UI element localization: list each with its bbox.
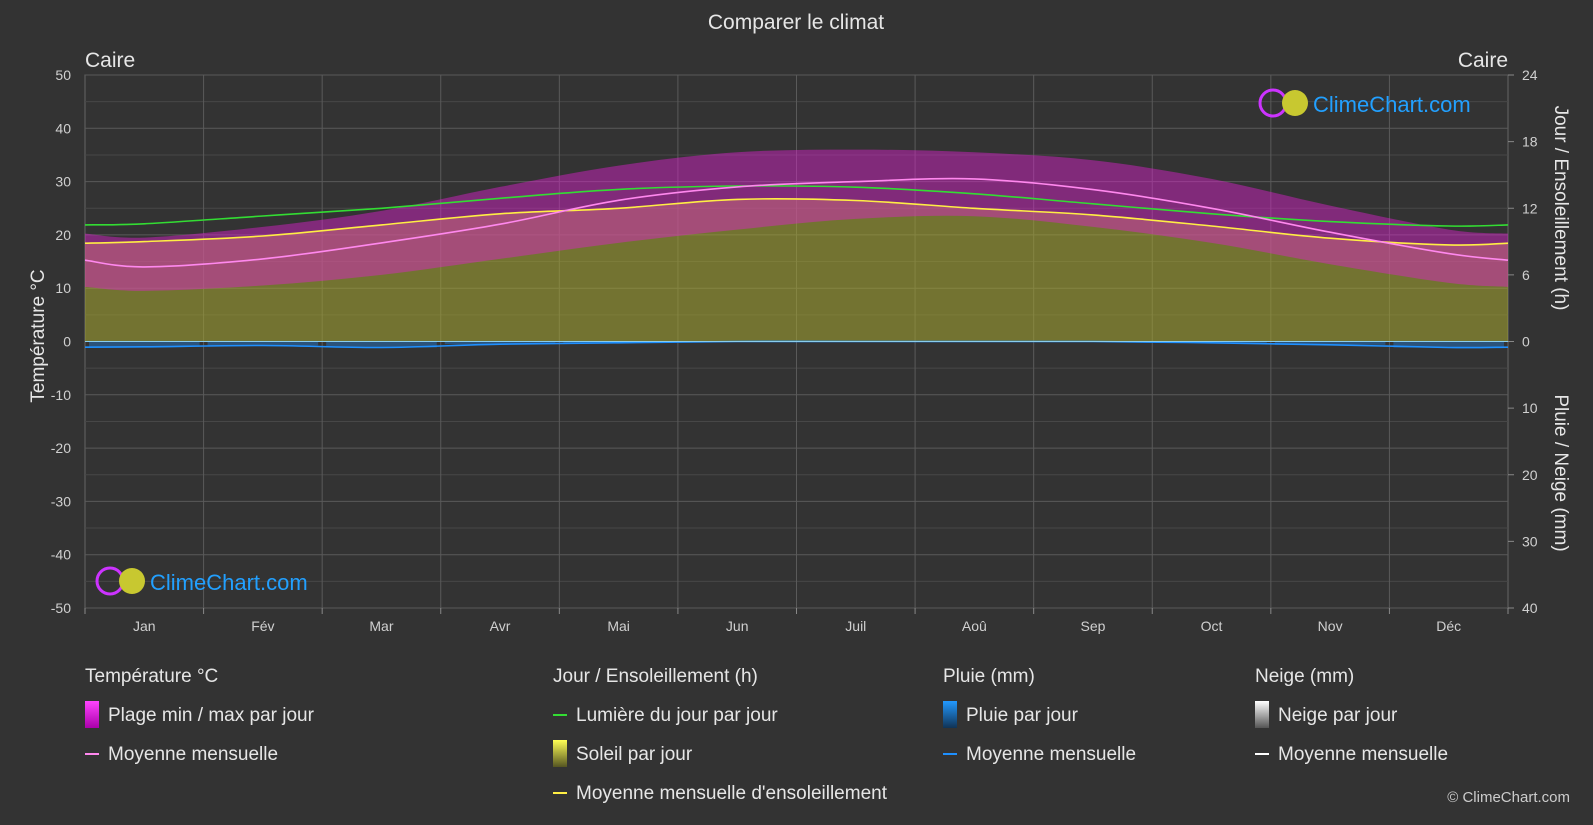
legend-temp-range-swatch (85, 701, 99, 728)
chart-title: Comparer le climat (708, 11, 884, 34)
y-left-tick-label: 10 (55, 280, 71, 296)
x-tick-label: Déc (1436, 618, 1461, 634)
y-right-top-tick-label: 6 (1522, 267, 1530, 283)
logo-text: ClimeChart.com (150, 570, 308, 595)
y-left-tick-label: -10 (51, 387, 71, 403)
y-right-bottom-axis-label: Pluie / Neige (mm) (1550, 394, 1571, 551)
y-right-bottom-tick-label: 30 (1522, 533, 1538, 549)
daylight-line (84, 185, 1509, 227)
x-tick-label: Mai (607, 618, 630, 634)
logo-sun-icon (119, 568, 145, 594)
legend-sunshine-label: Soleil par jour (576, 744, 693, 765)
legend-temperature-heading: Température °C (85, 666, 218, 687)
legend-temp-range-label: Plage min / max par jour (108, 705, 315, 726)
rain-bar (89, 341, 200, 347)
x-tick-label: Mar (369, 618, 393, 634)
x-tick-label: Juil (845, 618, 866, 634)
logo-sun-icon (1282, 90, 1308, 116)
legend: Température °C Plage min / max par jour … (85, 666, 1448, 804)
legend-rain-mean-label: Moyenne mensuelle (966, 744, 1136, 765)
y-left-tick-label: 40 (55, 120, 71, 136)
legend-daylight-label: Lumière du jour par jour (576, 705, 778, 726)
logo-bottom-left[interactable]: ClimeChart.com (95, 566, 308, 596)
rain-bar (326, 341, 437, 348)
x-tick-label: Fév (251, 618, 274, 634)
legend-temp-mean-label: Moyenne mensuelle (108, 744, 278, 765)
temperature-mean-line (84, 177, 1509, 268)
rain-bar (1393, 341, 1504, 348)
location-right: Caire (1458, 49, 1508, 72)
series-lines (84, 177, 1509, 349)
y-right-top-tick-label: 18 (1522, 134, 1538, 150)
y-right-top-tick-label: 12 (1522, 200, 1538, 216)
legend-sunshine-swatch (553, 740, 567, 767)
temperature-range (85, 149, 1508, 291)
y-left-tick-label: -30 (51, 493, 71, 509)
legend-snow-label: Neige par jour (1278, 705, 1398, 726)
x-tick-label: Jan (133, 618, 156, 634)
sunshine-mean-line (84, 197, 1509, 246)
rain-bar (207, 341, 319, 346)
legend-snow-mean-label: Moyenne mensuelle (1278, 744, 1448, 765)
y-left-tick-label: 50 (55, 67, 71, 83)
x-tick-label: Sep (1080, 618, 1105, 634)
rain-bar (1274, 341, 1386, 345)
copyright[interactable]: © ClimeChart.com (1447, 789, 1570, 806)
legend-daylight-heading: Jour / Ensoleillement (h) (553, 666, 758, 687)
y-left-tick-label: 0 (63, 334, 71, 350)
legend-snow-heading: Neige (mm) (1255, 666, 1354, 687)
y-right-bottom-tick-label: 10 (1522, 400, 1538, 416)
axis-ticks: 50 40 30 20 10 0 -10 -20 -30 -40 -50 24 18 12 6 0 10 20 30… (51, 67, 1538, 634)
legend-sunshine-mean-label: Moyenne mensuelle d'ensoleillement (576, 783, 888, 804)
legend-rain-label: Pluie par jour (966, 705, 1079, 726)
logo-text: ClimeChart.com (1313, 92, 1471, 117)
x-tick-label: Jun (726, 618, 749, 634)
legend-rain-heading: Pluie (mm) (943, 666, 1035, 687)
location-left: Caire (85, 49, 135, 72)
temperature-range-band (85, 149, 1508, 291)
y-right-bottom-tick-label: 20 (1522, 467, 1538, 483)
y-left-tick-label: 20 (55, 227, 71, 243)
y-right-top-tick-label: 0 (1522, 334, 1530, 350)
logo-top-right[interactable]: ClimeChart.com (1258, 88, 1471, 118)
x-tick-label: Aoû (962, 618, 987, 634)
y-left-tick-label: 30 (55, 174, 71, 190)
rain-bar (444, 341, 556, 345)
y-left-axis-label: Température °C (28, 269, 49, 402)
legend-snow-swatch (1255, 701, 1269, 728)
y-left-tick-label: -20 (51, 440, 71, 456)
y-right-top-axis-label: Jour / Ensoleillement (h) (1550, 106, 1571, 311)
y-left-tick-label: -40 (51, 547, 71, 563)
y-right-top-tick-label: 24 (1522, 67, 1538, 83)
x-tick-label: Nov (1318, 618, 1343, 634)
y-right-bottom-tick-label: 40 (1522, 600, 1538, 616)
legend-rain-swatch (943, 701, 957, 728)
y-left-tick-label: -50 (51, 600, 71, 616)
x-tick-label: Oct (1201, 618, 1223, 634)
x-tick-label: Avr (490, 618, 511, 634)
